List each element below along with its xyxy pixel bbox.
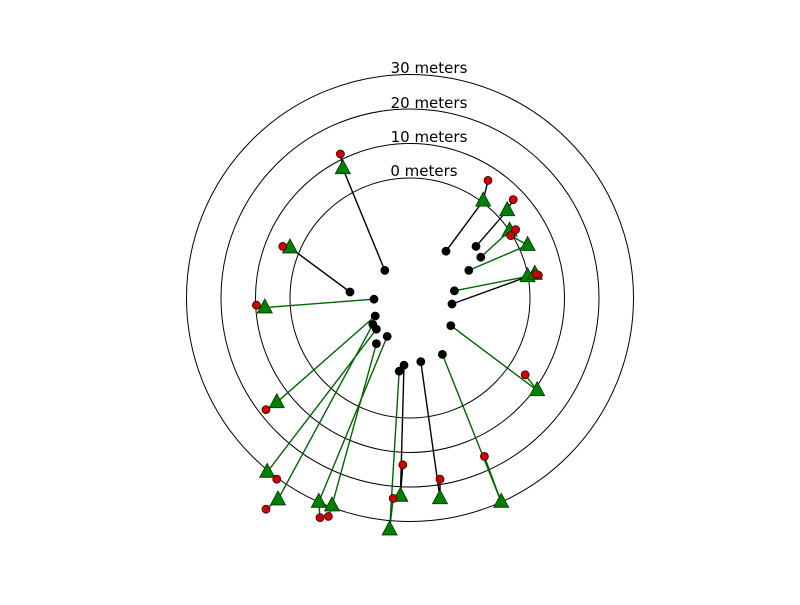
final-position-marker-11 <box>269 490 287 506</box>
track-link-10 <box>265 315 376 411</box>
final-position-marker-18 <box>493 492 510 508</box>
start-position-marker-6 <box>447 299 457 309</box>
ring-label-0: 0 meters <box>390 162 457 180</box>
intermediate-position-marker-10 <box>261 405 271 415</box>
range-ring-10 <box>255 143 565 453</box>
range-ring-labels: 0 meters 10 meters 20 meters 30 meters <box>390 59 467 180</box>
final-position-marker-10 <box>268 392 285 409</box>
intermediate-position-marker-9 <box>520 370 530 380</box>
intermediate-position-marker-2 <box>508 195 518 205</box>
start-position-marker-2 <box>471 241 481 251</box>
intermediate-position-marker-14 <box>323 512 333 521</box>
final-position-marker-0 <box>334 158 351 175</box>
range-ring-20 <box>220 108 600 488</box>
intermediate-position-marker-15 <box>388 493 398 503</box>
start-position-marker-18 <box>437 349 447 359</box>
track-markers <box>251 149 546 536</box>
start-position-marker-13 <box>382 331 392 341</box>
final-position-marker-4 <box>519 235 536 251</box>
ring-label-30: 30 meters <box>391 59 468 77</box>
final-position-marker-13 <box>310 492 327 508</box>
intermediate-position-marker-7 <box>278 241 288 251</box>
ring-label-10: 10 meters <box>391 128 468 146</box>
track-link-15 <box>388 371 400 530</box>
start-position-marker-14 <box>371 339 381 349</box>
intermediate-position-marker-16 <box>398 460 408 470</box>
range-ring-0 <box>289 177 531 419</box>
track-link-8 <box>256 298 375 309</box>
intermediate-position-marker-11 <box>261 504 271 514</box>
start-position-marker-7 <box>345 287 355 297</box>
start-position-marker-10 <box>370 311 380 321</box>
final-position-marker-2 <box>499 200 516 217</box>
intermediate-position-marker-17 <box>435 474 445 484</box>
final-position-marker-17 <box>431 488 449 505</box>
intermediate-position-marker-4 <box>506 231 516 241</box>
final-position-marker-15 <box>381 520 398 536</box>
intermediate-position-marker-1 <box>483 175 493 185</box>
start-position-marker-4 <box>464 265 474 275</box>
start-position-marker-17 <box>416 357 426 367</box>
intermediate-position-marker-12 <box>272 474 282 484</box>
start-position-marker-3 <box>476 252 486 262</box>
start-position-marker-15 <box>394 366 404 376</box>
intermediate-position-marker-13 <box>315 513 325 522</box>
final-position-marker-1 <box>475 191 492 207</box>
final-position-marker-12 <box>259 462 276 478</box>
intermediate-position-marker-18 <box>479 451 489 461</box>
track-link-16 <box>399 365 405 497</box>
start-position-marker-1 <box>441 246 451 256</box>
intermediate-position-marker-8 <box>251 300 261 310</box>
final-position-marker-14 <box>323 496 341 512</box>
range-ring-30 <box>186 74 634 522</box>
intermediate-position-marker-3 <box>511 225 520 235</box>
start-position-marker-16 <box>399 360 409 370</box>
start-position-marker-0 <box>380 265 390 275</box>
start-position-marker-5 <box>449 286 459 296</box>
intermediate-position-marker-0 <box>335 149 345 159</box>
track-link-14 <box>327 343 378 517</box>
range-rings <box>186 74 634 522</box>
intermediate-position-marker-6 <box>531 269 541 279</box>
start-position-marker-9 <box>446 321 456 331</box>
start-position-marker-12 <box>371 324 381 334</box>
ring-label-20: 20 meters <box>391 94 468 112</box>
final-position-marker-9 <box>529 380 546 397</box>
start-position-marker-8 <box>369 294 379 304</box>
final-position-marker-8 <box>256 298 273 314</box>
